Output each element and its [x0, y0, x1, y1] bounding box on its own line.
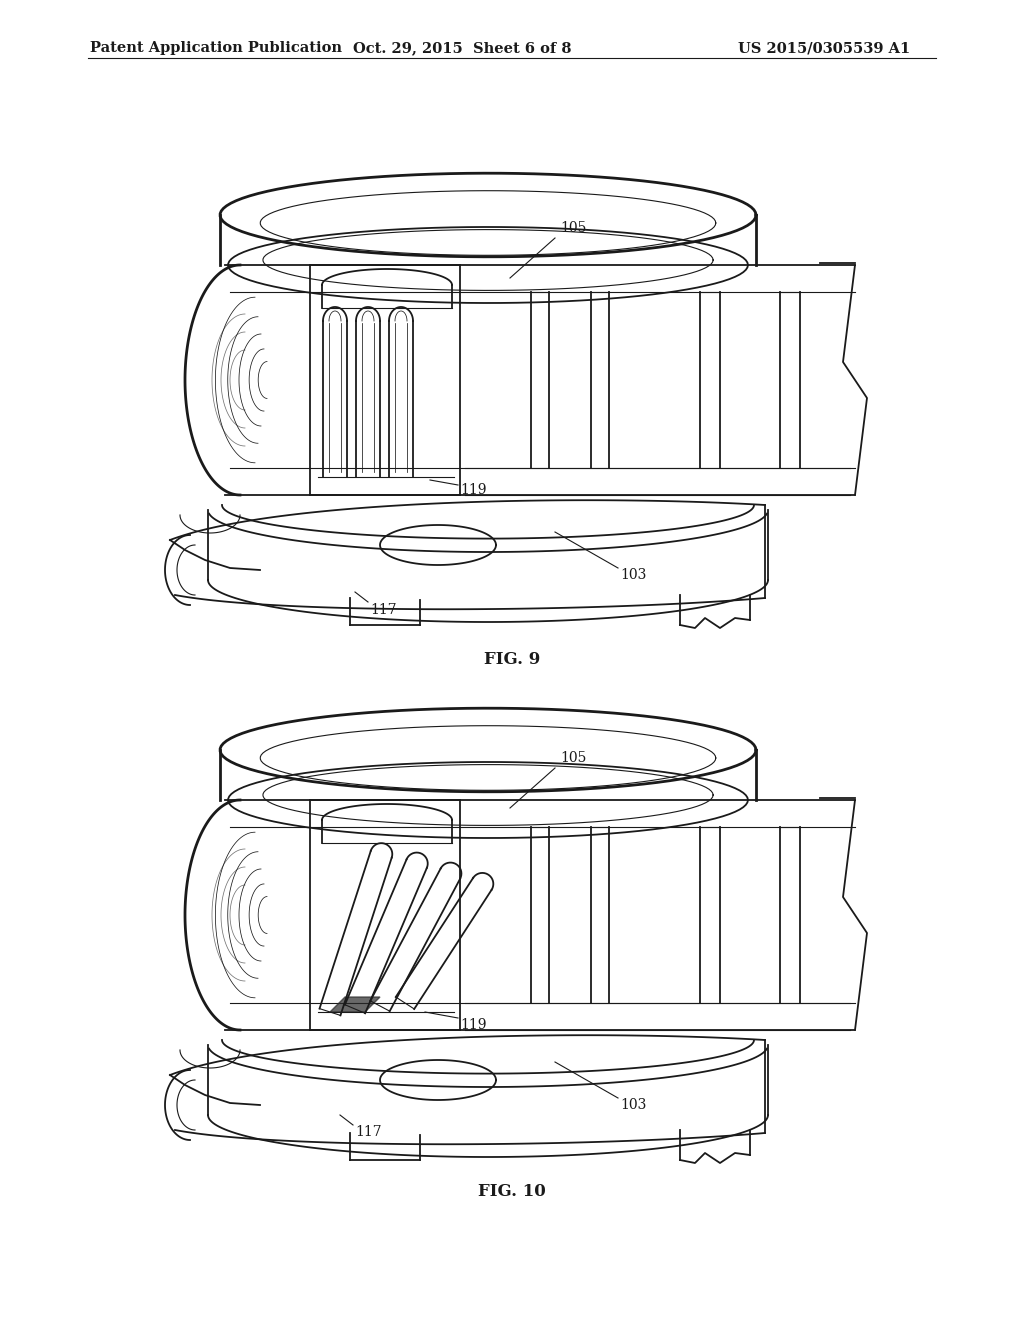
Text: FIG. 9: FIG. 9	[484, 652, 540, 668]
Text: 105: 105	[560, 751, 587, 766]
Text: FIG. 10: FIG. 10	[478, 1184, 546, 1200]
Text: 103: 103	[620, 568, 646, 582]
Text: 117: 117	[370, 603, 396, 616]
Text: Patent Application Publication: Patent Application Publication	[90, 41, 342, 55]
Text: US 2015/0305539 A1: US 2015/0305539 A1	[737, 41, 910, 55]
Text: 119: 119	[460, 483, 486, 498]
Polygon shape	[330, 997, 380, 1012]
Text: 103: 103	[620, 1098, 646, 1111]
Text: 119: 119	[460, 1018, 486, 1032]
Text: 117: 117	[355, 1125, 382, 1139]
Text: Oct. 29, 2015  Sheet 6 of 8: Oct. 29, 2015 Sheet 6 of 8	[352, 41, 571, 55]
Text: 105: 105	[560, 220, 587, 235]
